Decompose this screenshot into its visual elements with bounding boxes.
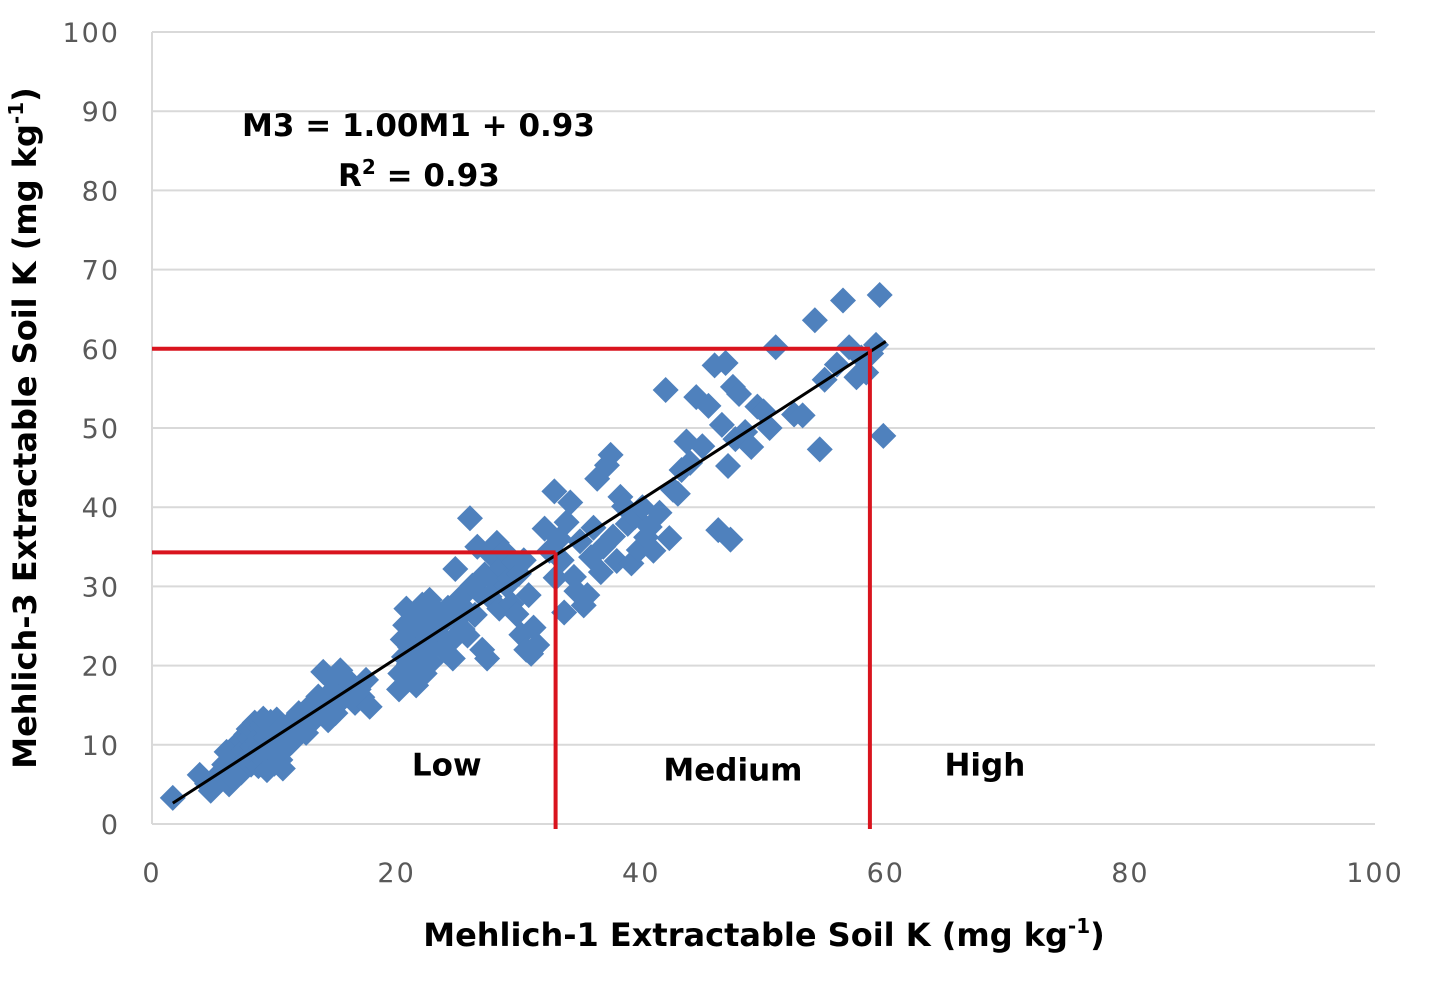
data-point <box>597 441 624 468</box>
data-point <box>461 601 488 628</box>
data-point <box>806 436 833 463</box>
trendline-line <box>171 340 887 805</box>
data-point <box>708 411 735 438</box>
x-tick-label: 20 <box>377 858 415 889</box>
regression-equation: M3 = 1.00M1 + 0.93 <box>242 108 595 144</box>
data-point <box>541 478 568 505</box>
data-point <box>664 480 691 507</box>
r-squared-label: R2 = 0.93 <box>338 155 500 194</box>
data-point <box>646 499 673 526</box>
data-point <box>726 380 753 407</box>
data-point <box>269 755 296 782</box>
region-labels: Low Medium High <box>412 748 1025 789</box>
data-point <box>652 376 679 403</box>
y-tick-label: 30 <box>82 572 120 603</box>
data-point <box>712 350 739 377</box>
data-point <box>715 453 742 480</box>
data-point <box>600 523 627 550</box>
data-point <box>801 307 828 334</box>
data-point <box>474 645 501 672</box>
data-point <box>496 565 523 592</box>
data-point <box>640 537 667 564</box>
y-tick-label: 10 <box>82 731 120 762</box>
data-point <box>442 555 469 582</box>
data-point <box>587 559 614 586</box>
data-point <box>823 351 850 378</box>
data-point <box>695 392 722 419</box>
data-point <box>551 599 578 626</box>
data-point <box>520 614 547 641</box>
data-point <box>159 784 186 811</box>
data-point <box>503 601 530 628</box>
y-tick-label: 20 <box>82 652 120 683</box>
data-point <box>439 645 466 672</box>
data-point <box>738 434 765 461</box>
x-tick-label: 80 <box>1111 858 1149 889</box>
x-tick-labels: 0 20 40 60 80 100 <box>142 858 1404 889</box>
data-point <box>866 281 893 308</box>
data-point <box>524 632 551 659</box>
y-tick-label: 50 <box>82 414 120 445</box>
y-tick-label: 40 <box>82 493 120 524</box>
data-point <box>870 422 897 449</box>
data-point <box>717 526 744 553</box>
data-point <box>553 509 580 536</box>
data-point <box>829 287 856 314</box>
y-tick-label: 90 <box>82 97 120 128</box>
y-tick-label: 100 <box>62 18 120 49</box>
y-tick-label: 80 <box>82 176 120 207</box>
x-axis-title: Mehlich-1 Extractable Soil K (mg kg-1) <box>423 914 1105 954</box>
x-tick-label: 100 <box>1346 858 1404 889</box>
y-tick-label: 70 <box>82 256 120 287</box>
x-tick-label: 60 <box>867 858 905 889</box>
data-point <box>656 525 683 552</box>
data-point <box>677 449 704 476</box>
x-tick-label: 40 <box>622 858 660 889</box>
y-tick-label: 0 <box>101 810 120 841</box>
trendline <box>171 340 887 805</box>
x-tick-label: 0 <box>142 858 161 889</box>
data-point <box>853 359 880 386</box>
data-point <box>611 493 638 520</box>
data-point <box>456 505 483 532</box>
data-point <box>557 489 584 516</box>
data-point <box>614 510 641 537</box>
y-axis-title: Mehlich-3 Extractable Soil K (mg kg-1) <box>4 87 44 769</box>
region-label-medium: Medium <box>663 752 802 788</box>
region-label-low: Low <box>412 748 482 784</box>
data-point <box>689 433 716 460</box>
axes <box>151 32 1375 825</box>
data-point <box>454 622 481 649</box>
data-point <box>574 582 601 609</box>
y-tick-labels: 0 10 20 30 40 50 60 70 80 90 100 <box>62 18 120 841</box>
data-point <box>789 402 816 429</box>
threshold-lines <box>152 346 872 829</box>
data-point <box>356 693 383 720</box>
y-tick-label: 60 <box>82 335 120 366</box>
region-label-high: High <box>944 748 1025 784</box>
data-points <box>159 281 897 811</box>
data-point <box>515 582 542 609</box>
